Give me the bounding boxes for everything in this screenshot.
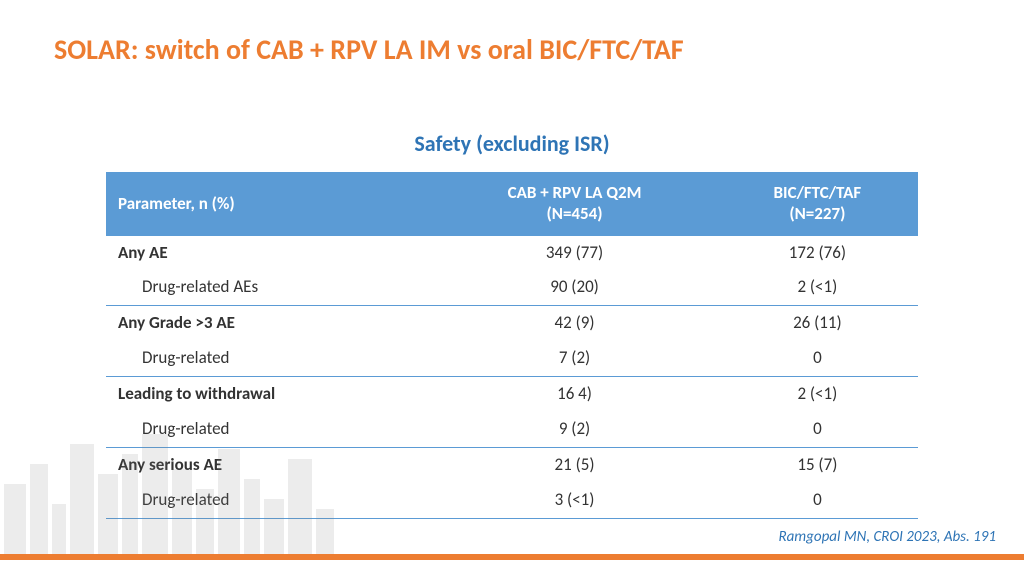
col-header-bic: BIC/FTC/TAF (N=227) bbox=[717, 172, 918, 235]
value-cell-bic: 0 bbox=[717, 412, 918, 447]
table-row: Drug-related 7 (2)0 bbox=[106, 341, 918, 376]
value-cell-cab: 21 (5) bbox=[432, 448, 716, 483]
col-header-bic-l1: BIC/FTC/TAF bbox=[774, 182, 862, 203]
value-cell-bic: 0 bbox=[717, 483, 918, 518]
slide: SOLAR: switch of CAB + RPV LA IM vs oral… bbox=[0, 0, 1024, 576]
param-cell: Leading to withdrawal bbox=[106, 377, 432, 412]
table-row: Any Grade >3 AE 42 (9)26 (11) bbox=[106, 306, 918, 341]
param-main: Any serious AE bbox=[118, 454, 222, 475]
param-sub: Drug-related bbox=[118, 489, 229, 512]
param-sub: Drug-related bbox=[118, 347, 229, 370]
slide-subtitle: Safety (excluding ISR) bbox=[0, 130, 1024, 157]
value-cell-cab: 3 (<1) bbox=[432, 483, 716, 518]
value-cell-cab: 349 (77) bbox=[432, 235, 716, 270]
col-header-bic-l2: (N=227) bbox=[789, 203, 845, 224]
table-row: Any serious AE 21 (5)15 (7) bbox=[106, 448, 918, 483]
col-header-cab-rpv-l2: (N=454) bbox=[546, 203, 602, 224]
value-cell-cab: 9 (2) bbox=[432, 412, 716, 447]
param-cell: Any serious AE bbox=[106, 448, 432, 483]
value-cell-bic: 172 (76) bbox=[717, 235, 918, 270]
footer-accent-bar bbox=[0, 554, 1024, 560]
param-main: Any Grade >3 AE bbox=[118, 312, 235, 333]
param-cell: Drug-related bbox=[106, 341, 432, 376]
table-row: Drug-related 3 (<1)0 bbox=[106, 483, 918, 518]
slide-title: SOLAR: switch of CAB + RPV LA IM vs oral… bbox=[54, 32, 684, 67]
param-cell: Any Grade >3 AE bbox=[106, 306, 432, 341]
value-cell-bic: 15 (7) bbox=[717, 448, 918, 483]
param-cell: Drug-related bbox=[106, 412, 432, 447]
value-cell-cab: 90 (20) bbox=[432, 270, 716, 305]
col-header-parameter-l1: Parameter, n (%) bbox=[118, 193, 235, 214]
param-main: Any AE bbox=[118, 242, 168, 263]
table-row: Drug-related AEs 90 (20)2 (<1) bbox=[106, 270, 918, 305]
param-main: Leading to withdrawal bbox=[118, 383, 275, 404]
value-cell-bic: 2 (<1) bbox=[717, 270, 918, 305]
value-cell-bic: 26 (11) bbox=[717, 306, 918, 341]
citation: Ramgopal MN, CROI 2023, Abs. 191 bbox=[778, 528, 996, 546]
param-sub: Drug-related AEs bbox=[118, 276, 258, 299]
value-cell-cab: 42 (9) bbox=[432, 306, 716, 341]
param-cell: Any AE bbox=[106, 235, 432, 270]
table-row: Drug-related 9 (2)0 bbox=[106, 412, 918, 447]
table-row: Any AE 349 (77)172 (76) bbox=[106, 235, 918, 270]
safety-table-container: Parameter, n (%) CAB + RPV LA Q2M (N=454… bbox=[106, 172, 918, 519]
value-cell-cab: 7 (2) bbox=[432, 341, 716, 376]
table-row: Leading to withdrawal 16 4)2 (<1) bbox=[106, 377, 918, 412]
col-header-cab-rpv-l1: CAB + RPV LA Q2M bbox=[508, 182, 642, 203]
param-cell: Drug-related AEs bbox=[106, 270, 432, 305]
param-sub: Drug-related bbox=[118, 418, 229, 441]
value-cell-bic: 2 (<1) bbox=[717, 377, 918, 412]
col-header-parameter: Parameter, n (%) bbox=[106, 172, 432, 235]
value-cell-cab: 16 4) bbox=[432, 377, 716, 412]
value-cell-bic: 0 bbox=[717, 341, 918, 376]
col-header-cab-rpv: CAB + RPV LA Q2M (N=454) bbox=[432, 172, 716, 235]
param-cell: Drug-related bbox=[106, 483, 432, 518]
safety-table: Parameter, n (%) CAB + RPV LA Q2M (N=454… bbox=[106, 172, 918, 519]
table-body: Any AE 349 (77)172 (76) Drug-related AEs 90… bbox=[106, 235, 918, 519]
table-header: Parameter, n (%) CAB + RPV LA Q2M (N=454… bbox=[106, 172, 918, 235]
